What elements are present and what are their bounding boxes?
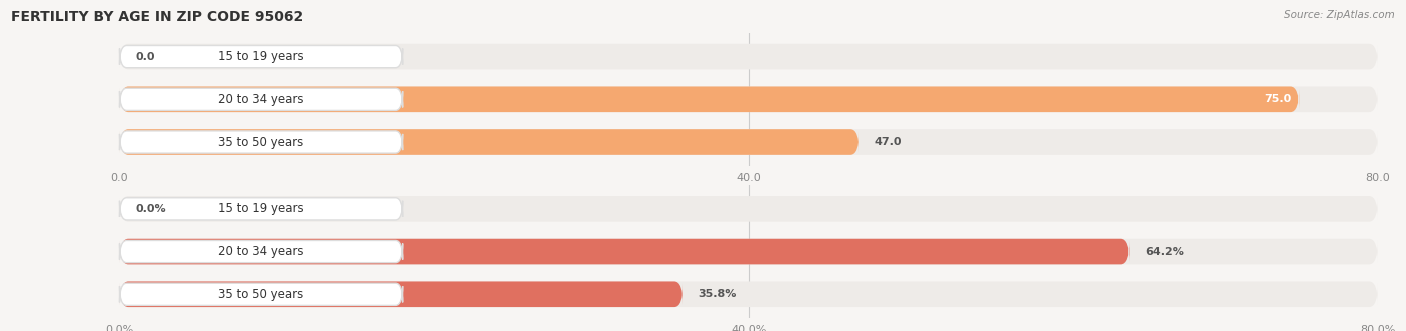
- FancyBboxPatch shape: [120, 283, 402, 306]
- FancyBboxPatch shape: [120, 129, 859, 155]
- Text: 35 to 50 years: 35 to 50 years: [218, 135, 304, 149]
- FancyBboxPatch shape: [120, 86, 1299, 112]
- FancyBboxPatch shape: [120, 281, 683, 307]
- FancyBboxPatch shape: [120, 44, 1378, 70]
- FancyBboxPatch shape: [120, 239, 1378, 264]
- Text: 15 to 19 years: 15 to 19 years: [218, 50, 304, 63]
- Text: 0.0: 0.0: [135, 52, 155, 62]
- Text: 0.0%: 0.0%: [135, 204, 166, 214]
- FancyBboxPatch shape: [120, 198, 402, 220]
- Text: FERTILITY BY AGE IN ZIP CODE 95062: FERTILITY BY AGE IN ZIP CODE 95062: [11, 10, 304, 24]
- Text: 20 to 34 years: 20 to 34 years: [218, 93, 304, 106]
- Text: 20 to 34 years: 20 to 34 years: [218, 245, 304, 258]
- FancyBboxPatch shape: [120, 88, 402, 111]
- Text: 35 to 50 years: 35 to 50 years: [218, 288, 304, 301]
- FancyBboxPatch shape: [120, 239, 1129, 264]
- Text: 75.0: 75.0: [1264, 94, 1291, 104]
- Text: Source: ZipAtlas.com: Source: ZipAtlas.com: [1284, 10, 1395, 20]
- Text: 47.0: 47.0: [875, 137, 903, 147]
- Text: 35.8%: 35.8%: [699, 289, 737, 299]
- FancyBboxPatch shape: [120, 45, 402, 68]
- FancyBboxPatch shape: [120, 196, 1378, 222]
- Text: 15 to 19 years: 15 to 19 years: [218, 202, 304, 215]
- FancyBboxPatch shape: [120, 129, 1378, 155]
- Text: 64.2%: 64.2%: [1144, 247, 1184, 257]
- FancyBboxPatch shape: [120, 240, 402, 263]
- FancyBboxPatch shape: [120, 281, 1378, 307]
- FancyBboxPatch shape: [120, 86, 1378, 112]
- FancyBboxPatch shape: [120, 131, 402, 153]
